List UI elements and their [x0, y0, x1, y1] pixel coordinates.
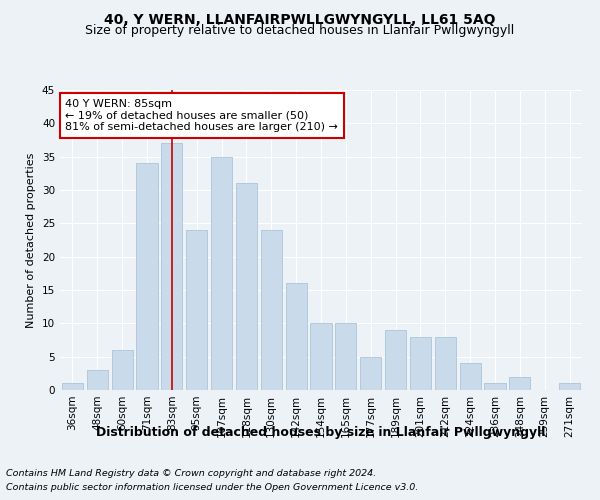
Bar — [112, 350, 133, 390]
Text: Contains HM Land Registry data © Crown copyright and database right 2024.: Contains HM Land Registry data © Crown c… — [6, 468, 376, 477]
Text: Size of property relative to detached houses in Llanfair Pwllgwyngyll: Size of property relative to detached ho… — [85, 24, 515, 37]
Bar — [136, 164, 158, 390]
Bar — [286, 284, 307, 390]
Text: Distribution of detached houses by size in Llanfair Pwllgwyngyll: Distribution of detached houses by size … — [97, 426, 545, 439]
Text: 40, Y WERN, LLANFAIRPWLLGWYNGYLL, LL61 5AQ: 40, Y WERN, LLANFAIRPWLLGWYNGYLL, LL61 5… — [104, 12, 496, 26]
Bar — [484, 384, 506, 390]
Bar — [261, 230, 282, 390]
Bar — [211, 156, 232, 390]
Text: 40 Y WERN: 85sqm
← 19% of detached houses are smaller (50)
81% of semi-detached : 40 Y WERN: 85sqm ← 19% of detached house… — [65, 99, 338, 132]
Bar — [435, 336, 456, 390]
Bar — [410, 336, 431, 390]
Bar — [360, 356, 381, 390]
Bar — [186, 230, 207, 390]
Text: Contains public sector information licensed under the Open Government Licence v3: Contains public sector information licen… — [6, 484, 418, 492]
Bar — [509, 376, 530, 390]
Bar — [161, 144, 182, 390]
Bar — [236, 184, 257, 390]
Bar — [335, 324, 356, 390]
Bar — [385, 330, 406, 390]
Y-axis label: Number of detached properties: Number of detached properties — [26, 152, 37, 328]
Bar — [62, 384, 83, 390]
Bar — [460, 364, 481, 390]
Bar — [559, 384, 580, 390]
Bar — [310, 324, 332, 390]
Bar — [87, 370, 108, 390]
